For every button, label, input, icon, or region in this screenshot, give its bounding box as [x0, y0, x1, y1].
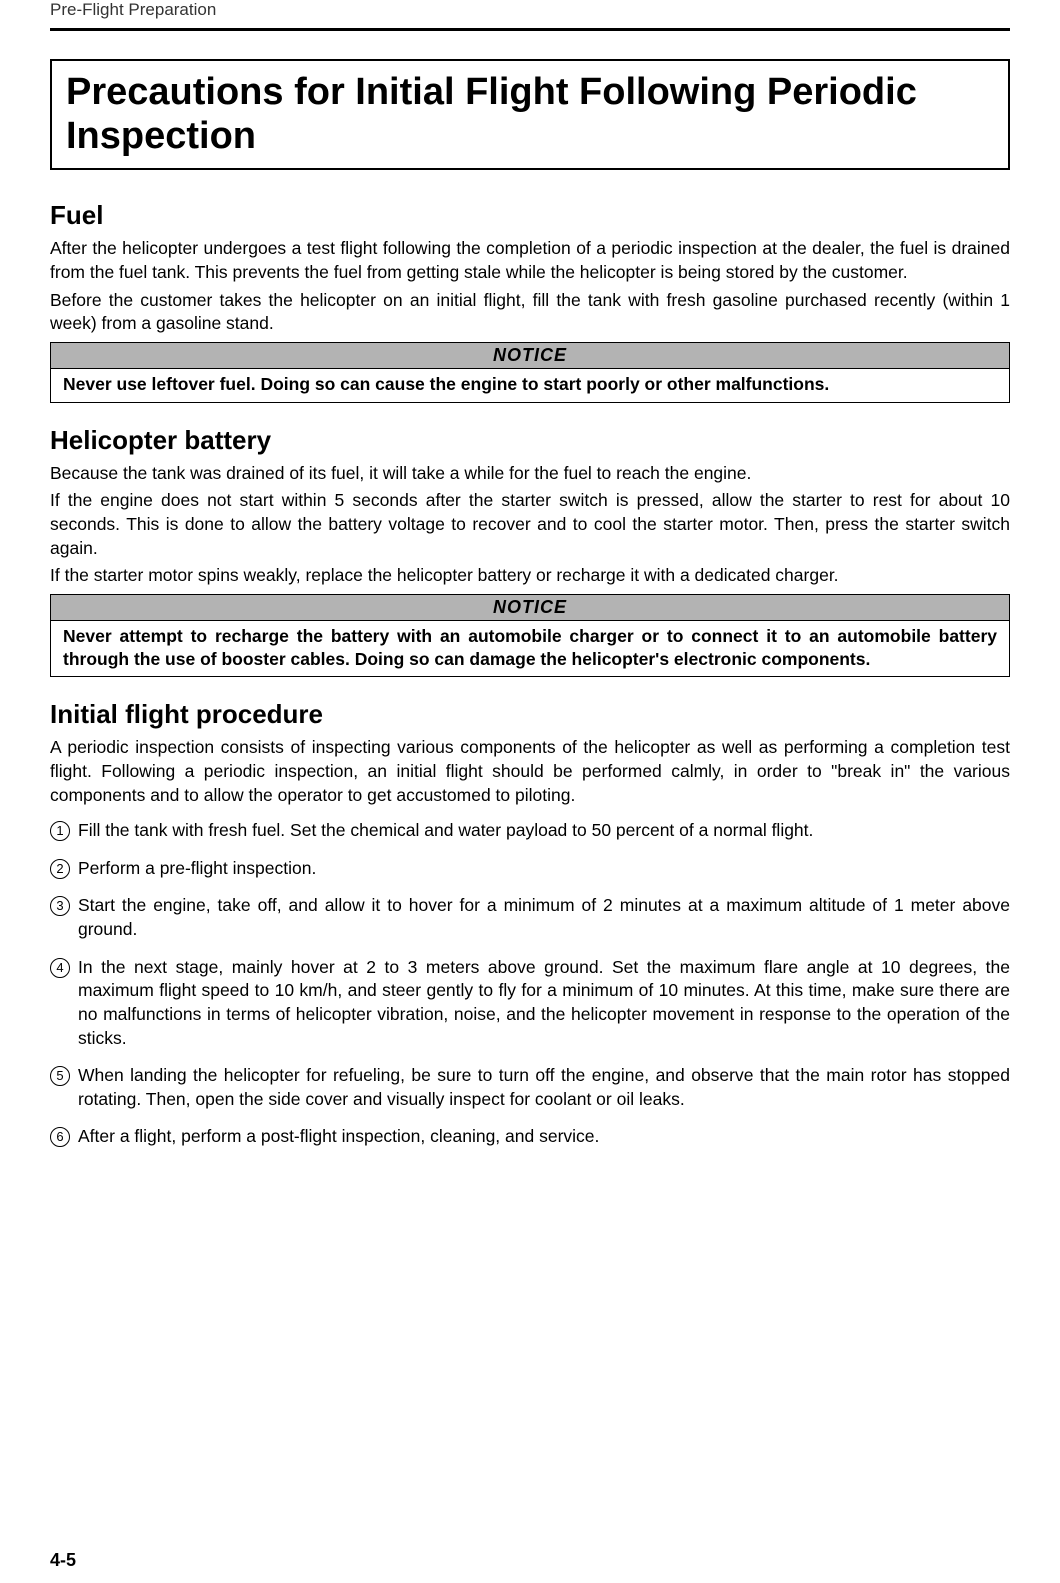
step-number-icon: 2 — [50, 859, 70, 879]
step-text: Perform a pre-flight inspection. — [78, 857, 1010, 881]
step-text: When landing the helicopter for refuelin… — [78, 1064, 1010, 1111]
battery-notice-label: NOTICE — [51, 595, 1009, 621]
page-title: Precautions for Initial Flight Following… — [66, 71, 994, 158]
step-text: Fill the tank with fresh fuel. Set the c… — [78, 819, 1010, 843]
header-rule — [50, 28, 1010, 31]
battery-notice-text: Never attempt to recharge the battery wi… — [51, 621, 1009, 677]
header-section-label: Pre-Flight Preparation — [50, 0, 1010, 28]
procedure-step-4: 4 In the next stage, mainly hover at 2 t… — [50, 956, 1010, 1051]
procedure-step-1: 1 Fill the tank with fresh fuel. Set the… — [50, 819, 1010, 843]
procedure-step-5: 5 When landing the helicopter for refuel… — [50, 1064, 1010, 1111]
procedure-step-2: 2 Perform a pre-flight inspection. — [50, 857, 1010, 881]
fuel-para-1: After the helicopter undergoes a test fl… — [50, 237, 1010, 284]
step-number-icon: 6 — [50, 1127, 70, 1147]
step-number-icon: 3 — [50, 896, 70, 916]
battery-para-3: If the starter motor spins weakly, repla… — [50, 564, 1010, 588]
fuel-notice-box: NOTICE Never use leftover fuel. Doing so… — [50, 342, 1010, 403]
page-number: 4-5 — [50, 1550, 76, 1571]
procedure-list: 1 Fill the tank with fresh fuel. Set the… — [50, 819, 1010, 1149]
procedure-heading: Initial flight procedure — [50, 699, 1010, 730]
page-title-box: Precautions for Initial Flight Following… — [50, 59, 1010, 170]
procedure-step-6: 6 After a flight, perform a post-flight … — [50, 1125, 1010, 1149]
battery-notice-box: NOTICE Never attempt to recharge the bat… — [50, 594, 1010, 678]
step-number-icon: 5 — [50, 1066, 70, 1086]
step-text: After a flight, perform a post-flight in… — [78, 1125, 1010, 1149]
battery-para-1: Because the tank was drained of its fuel… — [50, 462, 1010, 486]
fuel-notice-text: Never use leftover fuel. Doing so can ca… — [51, 369, 1009, 402]
step-number-icon: 1 — [50, 821, 70, 841]
procedure-intro: A periodic inspection consists of inspec… — [50, 736, 1010, 807]
fuel-para-2: Before the customer takes the helicopter… — [50, 289, 1010, 336]
step-number-icon: 4 — [50, 958, 70, 978]
fuel-notice-label: NOTICE — [51, 343, 1009, 369]
step-text: Start the engine, take off, and allow it… — [78, 894, 1010, 941]
battery-heading: Helicopter battery — [50, 425, 1010, 456]
procedure-step-3: 3 Start the engine, take off, and allow … — [50, 894, 1010, 941]
battery-body: Because the tank was drained of its fuel… — [50, 462, 1010, 588]
battery-para-2: If the engine does not start within 5 se… — [50, 489, 1010, 560]
fuel-heading: Fuel — [50, 200, 1010, 231]
step-text: In the next stage, mainly hover at 2 to … — [78, 956, 1010, 1051]
fuel-body: After the helicopter undergoes a test fl… — [50, 237, 1010, 336]
